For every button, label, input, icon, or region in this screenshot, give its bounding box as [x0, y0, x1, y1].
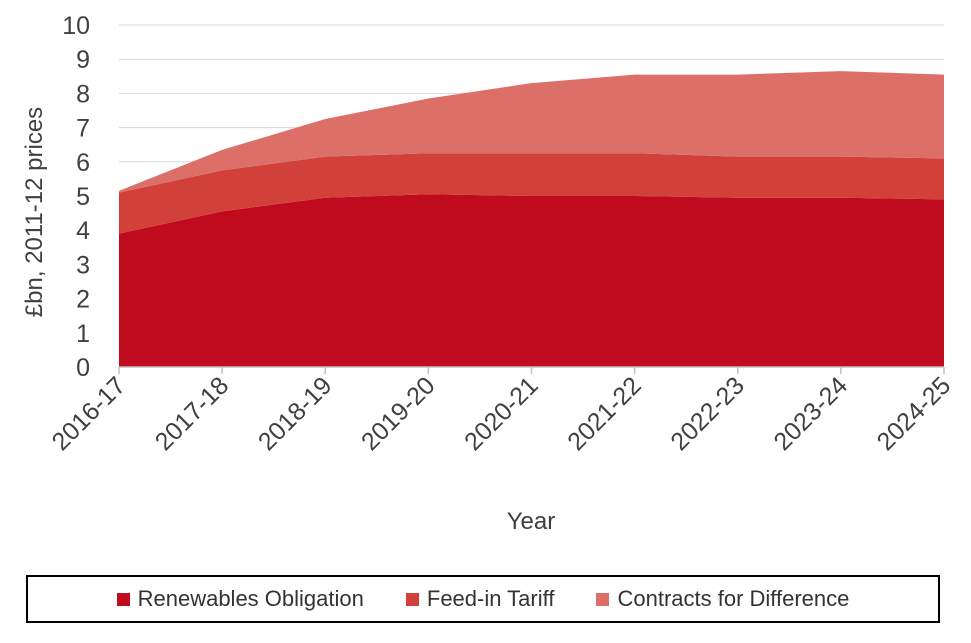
- x-tick-label: 2017-18: [150, 371, 235, 456]
- y-tick-label: 5: [76, 183, 90, 211]
- y-tick-label: 7: [76, 115, 90, 143]
- legend-item: Feed-in Tariff: [405, 586, 555, 612]
- y-tick-label: 8: [76, 80, 90, 108]
- legend: Renewables Obligation Feed-in Tariff Contr…: [26, 575, 940, 623]
- x-tick-label: 2021-22: [562, 371, 647, 456]
- legend-label: Feed-in Tariff: [426, 586, 555, 611]
- legend-label: Renewables Obligation: [137, 586, 364, 611]
- legend-item: Contracts for Difference: [596, 586, 849, 612]
- x-tick-label: 2018-19: [253, 371, 338, 456]
- y-tick-label: 3: [76, 251, 90, 279]
- legend-swatch: [116, 592, 130, 606]
- area-series: [119, 71, 944, 367]
- area-feed-in-tariff: [119, 153, 944, 234]
- y-tick-labels: 0 1 2 3 4 5 6 7 8 9 10: [62, 12, 90, 382]
- y-axis-label: £bn, 2011-12 prices: [21, 107, 48, 317]
- y-tick-label: 4: [76, 217, 90, 245]
- legend-item: Renewables Obligation: [116, 586, 364, 612]
- legend-swatch: [596, 592, 610, 606]
- x-tick-label: 2023-24: [768, 371, 853, 456]
- x-tick-label: 2022-23: [665, 371, 750, 456]
- area-contracts-for-difference: [119, 71, 944, 193]
- area-renewables-obligation: [119, 194, 944, 367]
- y-tick-label: 10: [62, 12, 90, 40]
- x-tick-label: 2016-17: [47, 371, 132, 456]
- stacked-area-chart: 0 1 2 3 4 5 6 7 8 9 10 2016-17 2017-18 2018-19 2019-2…: [21, 12, 957, 535]
- y-tick-label: 0: [76, 354, 90, 382]
- x-tick-label: 2020-21: [459, 371, 544, 456]
- legend-label: Contracts for Difference: [617, 586, 850, 611]
- x-tick-label: 2024-25: [872, 371, 957, 456]
- y-tick-label: 6: [76, 149, 90, 177]
- x-tick-label: 2019-20: [356, 371, 441, 456]
- y-tick-label: 1: [76, 320, 90, 348]
- y-tick-label: 9: [76, 46, 90, 74]
- x-axis-label: Year: [507, 508, 556, 535]
- axes: [118, 366, 945, 374]
- x-tick-labels: 2016-17 2017-18 2018-19 2019-20 2020-21 2021-…: [47, 371, 957, 456]
- legend-swatch: [405, 592, 419, 606]
- y-tick-label: 2: [76, 286, 90, 314]
